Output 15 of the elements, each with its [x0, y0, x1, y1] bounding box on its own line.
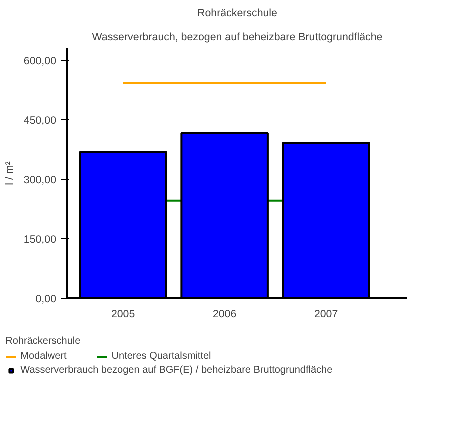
legend-title: Rohräckerschule	[6, 336, 82, 347]
y-tick-label: 150,00	[24, 234, 57, 246]
x-tick-label: 2006	[212, 308, 237, 320]
legend-label: Wasserverbrauch bezogen auf BGF(E) / beheizbare Bruttogrundfläche	[20, 365, 333, 376]
x-tick-label: 2007	[314, 308, 338, 320]
legend-label: Modalwert	[20, 351, 67, 362]
y-tick-label: 0,00	[36, 294, 57, 306]
y-tick-label: 600,00	[24, 55, 57, 68]
y-tick-label: 300,00	[24, 174, 57, 186]
y-tick-label: 450,00	[24, 114, 57, 127]
y-axis-title: l / m²	[4, 161, 16, 186]
legend-label: Unteres Quartalsmittel	[112, 351, 212, 362]
chart-subtitle: Wasserverbrauch, bezogen auf beheizbare Bruttogrundfläche	[92, 32, 383, 44]
x-tick-label: 2005	[111, 308, 136, 320]
chart-title: Rohräckerschule	[198, 8, 278, 20]
